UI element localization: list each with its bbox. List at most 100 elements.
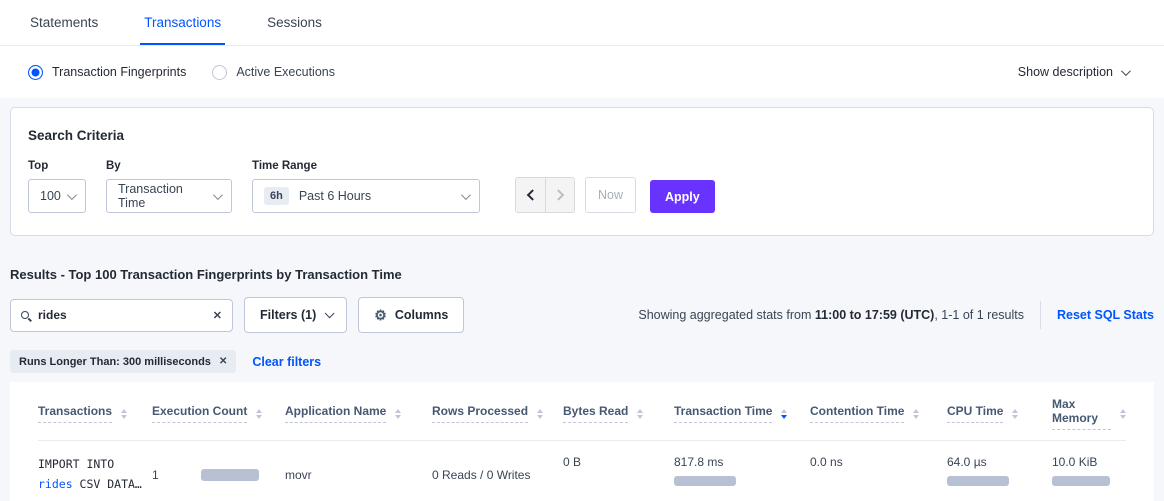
time-range-select[interactable]: 6h Past 6 Hours (252, 179, 480, 213)
column-header-application-name[interactable]: Application Name (285, 382, 432, 441)
now-button[interactable]: Now (585, 177, 636, 213)
view-toggle-row: Transaction Fingerprints Active Executio… (0, 46, 1164, 98)
top-tabbar: Statements Transactions Sessions (0, 0, 1164, 46)
chevron-down-icon (66, 189, 77, 200)
columns-button[interactable]: ⚙ Columns (358, 297, 465, 333)
filter-tag: Runs Longer Than: 300 milliseconds ✕ (10, 350, 237, 373)
sort-icon (1012, 408, 1019, 419)
columns-button-label: Columns (394, 308, 449, 322)
chevron-down-icon (460, 189, 471, 200)
transaction-time-value: 817.8 ms (674, 455, 724, 469)
search-input[interactable] (38, 308, 213, 322)
filters-button[interactable]: Filters (1) (244, 297, 348, 333)
by-select[interactable]: Transaction Time (106, 179, 232, 213)
column-header-rows-processed[interactable]: Rows Processed (432, 382, 563, 441)
results-title: Results - Top 100 Transaction Fingerprin… (10, 267, 402, 282)
show-description-toggle[interactable]: Show description (1017, 65, 1131, 79)
column-header-transactions[interactable]: Transactions (38, 382, 152, 441)
search-icon (21, 311, 29, 319)
sort-desc-active-icon (781, 408, 788, 419)
cell-max-memory: 10.0 KiB (1052, 441, 1126, 501)
chevron-right-icon (552, 189, 565, 201)
sort-icon (537, 408, 544, 419)
chevron-down-icon (1120, 65, 1131, 76)
transaction-sql-line1: IMPORT INTO (38, 457, 115, 471)
radio-transaction-fingerprints[interactable]: Transaction Fingerprints (28, 64, 187, 80)
column-header-execution-count[interactable]: Execution Count (152, 382, 285, 441)
top-select[interactable]: 100 (28, 179, 86, 213)
time-step-forward-button[interactable] (545, 178, 574, 212)
by-select-value: Transaction Time (118, 182, 183, 210)
chevron-left-icon (526, 189, 538, 201)
results-table: Transactions Execution Count Application… (10, 382, 1154, 501)
cell-contention-time: 0.0 ns (810, 441, 947, 501)
time-range-label: Time Range (252, 160, 317, 172)
column-header-cpu-time[interactable]: CPU Time (947, 382, 1052, 441)
tab-transactions[interactable]: Transactions (140, 1, 226, 45)
transaction-sql-highlight: rides (38, 476, 73, 491)
cell-execution-count: 1 (152, 441, 285, 501)
time-step-back-button[interactable] (516, 178, 545, 212)
chevron-down-icon (212, 189, 223, 200)
execution-count-value: 1 (152, 467, 159, 482)
value-bar (200, 468, 259, 481)
radio-active-executions[interactable]: Active Executions (212, 64, 335, 80)
filters-button-label: Filters (1) (260, 308, 317, 322)
stats-range: 11:00 to 17:59 (UTC) (814, 308, 935, 322)
sort-icon (637, 408, 644, 419)
aggregated-stats-text: Showing aggregated stats from 11:00 to 1… (638, 301, 1154, 329)
column-header-contention-time[interactable]: Contention Time (810, 382, 947, 441)
table-row: IMPORT INTO rides CSV DATA… 1 movr 0 Rea… (38, 441, 1126, 501)
cell-rows-processed: 0 Reads / 0 Writes (432, 441, 563, 501)
results-controls-row: ✕ Filters (1) ⚙ Columns Showing aggregat… (10, 297, 1154, 333)
radio-label: Transaction Fingerprints (52, 65, 187, 79)
by-field: By Transaction Time (106, 160, 232, 213)
sort-icon (121, 408, 128, 419)
clear-filters-link[interactable]: Clear filters (252, 354, 322, 369)
contention-time-value: 0.0 ns (810, 455, 843, 469)
sort-icon (256, 408, 263, 419)
by-label: By (106, 160, 121, 172)
sort-icon (913, 408, 920, 419)
vertical-divider (1039, 301, 1041, 329)
filter-tag-label: Runs Longer Than: 300 milliseconds (19, 355, 211, 368)
radio-unselected-icon (212, 64, 228, 80)
time-range-value: Past 6 Hours (298, 189, 372, 203)
column-header-max-memory[interactable]: Max Memory (1052, 382, 1126, 441)
search-criteria-card: Search Criteria Top 100 By Transaction T… (10, 107, 1154, 236)
sort-icon (395, 408, 402, 419)
max-memory-value: 10.0 KiB (1052, 455, 1098, 469)
top-field: Top 100 (28, 160, 86, 213)
table-header-row: Transactions Execution Count Application… (38, 382, 1126, 441)
stats-prefix: Showing aggregated stats from (638, 308, 815, 322)
chevron-down-icon (324, 307, 335, 318)
transaction-sql-rest: CSV DATA… (72, 476, 142, 491)
column-header-transaction-time[interactable]: Transaction Time (674, 382, 810, 441)
bytes-read-value: 0 B (563, 455, 582, 469)
time-range-field: Time Range 6h Past 6 Hours (252, 160, 480, 213)
results-search-box: ✕ (10, 298, 233, 332)
stats-suffix: , 1-1 of 1 results (934, 308, 1024, 322)
cell-transaction-fingerprint[interactable]: IMPORT INTO rides CSV DATA… (38, 441, 152, 501)
time-step-group (515, 177, 575, 213)
cell-application-name: movr (285, 441, 432, 501)
value-bar (947, 476, 1009, 486)
value-bar (1052, 476, 1110, 486)
value-bar (674, 476, 736, 486)
tab-sessions[interactable]: Sessions (267, 15, 322, 30)
tab-statements[interactable]: Statements (30, 15, 99, 30)
search-criteria-title: Search Criteria (28, 128, 125, 143)
show-description-label: Show description (1017, 65, 1113, 79)
top-select-value: 100 (40, 189, 61, 203)
active-filters-row: Runs Longer Than: 300 milliseconds ✕ Cle… (10, 350, 1154, 373)
reset-sql-stats-link[interactable]: Reset SQL Stats (1056, 308, 1154, 322)
cell-bytes-read: 0 B (563, 441, 674, 501)
remove-filter-icon[interactable]: ✕ (218, 356, 228, 367)
radio-label: Active Executions (236, 65, 335, 79)
application-name-value: movr (285, 467, 312, 482)
clear-search-icon[interactable]: ✕ (212, 309, 222, 322)
column-header-bytes-read[interactable]: Bytes Read (563, 382, 674, 441)
apply-button[interactable]: Apply (650, 180, 715, 213)
gear-icon: ⚙ (374, 307, 387, 323)
radio-selected-icon (28, 64, 43, 80)
